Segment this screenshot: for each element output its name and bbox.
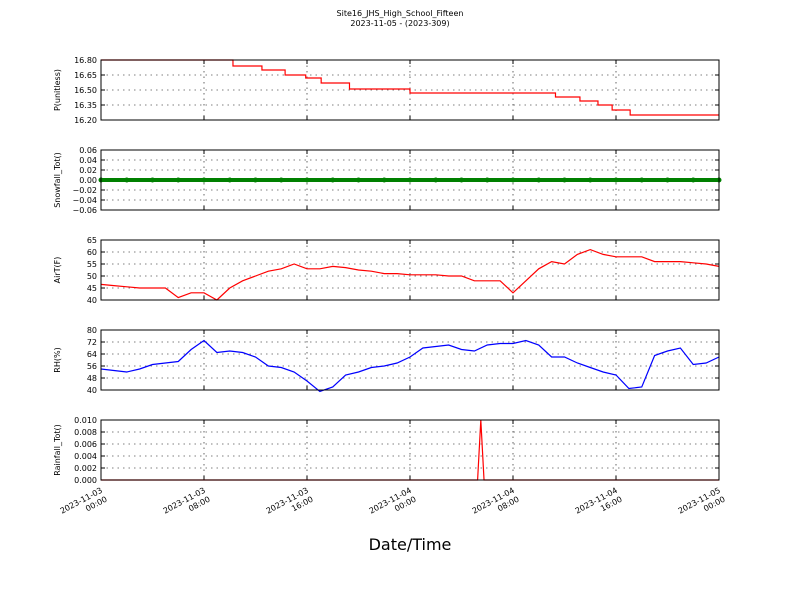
x-tick-label: 2023-11-0308:00: [162, 486, 212, 525]
x-tick-label: 2023-11-0408:00: [471, 486, 521, 525]
y-tick-label: 45: [87, 284, 97, 293]
data-point: [484, 177, 490, 183]
plot-frame: [100, 149, 720, 211]
y-tick-label: 0.008: [74, 428, 97, 437]
y-tick-label: 65: [87, 236, 97, 245]
data-point: [175, 177, 181, 183]
data-point: [381, 177, 387, 183]
data-point: [536, 177, 542, 183]
data-point: [253, 177, 258, 183]
figure-subtitle: 2023-11-05 - (2023-309): [350, 19, 449, 28]
y-axis-label: Rainfall_Tot(): [53, 424, 62, 476]
y-axis-label: P(unitless): [53, 69, 62, 111]
y-tick-label: 55: [87, 260, 97, 269]
y-tick-label: 40: [87, 386, 97, 395]
data-point: [201, 177, 207, 183]
data-point: [613, 177, 619, 183]
data-point: [433, 177, 439, 183]
y-tick-label: 0.004: [74, 452, 97, 461]
y-tick-label: −0.02: [72, 186, 97, 195]
y-tick-label: 0.006: [74, 440, 97, 449]
data-point: [690, 177, 696, 183]
x-tick-label: 2023-11-0416:00: [574, 486, 624, 525]
x-tick-label: 2023-11-0316:00: [265, 486, 315, 525]
y-tick-label: 48: [87, 374, 97, 383]
y-tick-label: 0.002: [74, 464, 97, 473]
y-tick-label: 64: [87, 350, 97, 359]
y-tick-label: −0.06: [72, 206, 97, 215]
y-axis-label: RH(%): [53, 347, 62, 372]
y-tick-label: 16.50: [74, 86, 97, 95]
data-point: [665, 177, 670, 183]
data-line: [100, 248, 720, 301]
data-point: [227, 177, 233, 183]
y-axis-label: AirT(F): [53, 257, 62, 284]
data-point: [150, 177, 155, 183]
x-tick-label: 2023-11-0400:00: [368, 486, 418, 525]
data-point: [587, 177, 593, 183]
y-tick-label: 16.35: [74, 101, 97, 110]
y-tick-label: 56: [87, 362, 97, 371]
x-axis-label: Date/Time: [369, 535, 452, 554]
plot-frame: [100, 59, 720, 121]
y-tick-label: 16.80: [74, 56, 97, 65]
y-tick-label: 0.00: [79, 176, 97, 185]
x-tick-label: 2023-11-0300:00: [59, 486, 109, 525]
data-point: [304, 177, 310, 183]
data-line: [101, 59, 719, 116]
data-point: [639, 177, 645, 183]
figure-title: Site16_JHS_High_School_Fifteen: [337, 9, 464, 18]
data-line: [100, 339, 720, 393]
y-tick-label: 0.02: [79, 166, 97, 175]
y-tick-label: 16.65: [74, 71, 97, 80]
y-axis-label: Snowfall_Tot(): [53, 152, 62, 208]
y-tick-label: 0.04: [79, 156, 97, 165]
y-tick-label: 60: [87, 248, 97, 257]
plot-frame: [100, 239, 720, 301]
data-point: [562, 177, 567, 183]
y-tick-label: 16.20: [74, 116, 97, 125]
plot-frame: [100, 329, 720, 391]
data-point: [407, 177, 413, 183]
y-tick-label: 80: [87, 326, 97, 335]
data-point: [356, 177, 361, 183]
y-tick-label: 50: [87, 272, 97, 281]
data-point: [330, 177, 336, 183]
data-point: [278, 177, 284, 183]
data-point: [459, 177, 464, 183]
plot-frame: [100, 419, 720, 481]
y-tick-label: 0.000: [74, 476, 97, 485]
y-tick-label: 0.06: [79, 146, 97, 155]
y-tick-label: 40: [87, 296, 97, 305]
x-tick-label: 2023-11-0500:00: [677, 486, 727, 525]
y-tick-label: −0.04: [72, 196, 97, 205]
y-tick-label: 72: [87, 338, 97, 347]
data-point: [124, 177, 130, 183]
y-tick-label: 0.010: [74, 416, 97, 425]
data-point: [510, 177, 516, 183]
